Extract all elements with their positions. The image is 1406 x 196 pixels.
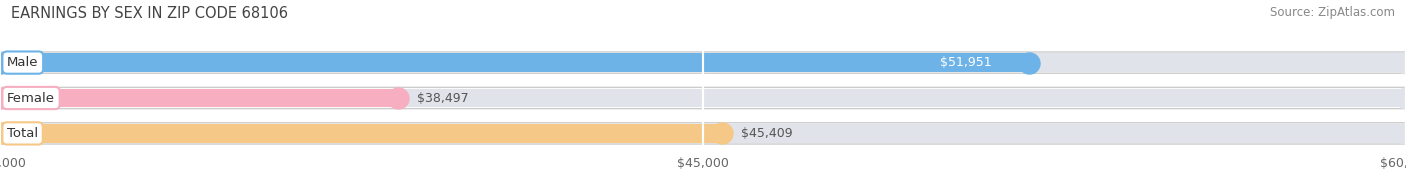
Point — [1018, 61, 1040, 64]
Bar — [0, 53, 1406, 72]
Point — [387, 96, 409, 100]
Point — [0, 61, 11, 64]
Point — [1395, 132, 1406, 135]
Text: $38,497: $38,497 — [418, 92, 468, 104]
Bar — [0, 89, 1406, 107]
Text: Female: Female — [7, 92, 55, 104]
Point — [0, 96, 11, 100]
Point — [711, 132, 734, 135]
Point — [1395, 61, 1406, 64]
Point — [0, 132, 11, 135]
Point — [1395, 96, 1406, 100]
Bar — [0, 124, 723, 143]
Text: EARNINGS BY SEX IN ZIP CODE 68106: EARNINGS BY SEX IN ZIP CODE 68106 — [11, 6, 288, 21]
Text: $51,951: $51,951 — [939, 56, 991, 69]
Point — [0, 96, 11, 100]
Point — [0, 132, 11, 135]
Bar — [0, 124, 1406, 143]
Text: $45,409: $45,409 — [741, 127, 793, 140]
Bar — [0, 53, 1029, 72]
Point — [0, 61, 11, 64]
Text: Total: Total — [7, 127, 38, 140]
Bar — [0, 89, 398, 107]
Text: Male: Male — [7, 56, 38, 69]
Text: Source: ZipAtlas.com: Source: ZipAtlas.com — [1270, 6, 1395, 19]
